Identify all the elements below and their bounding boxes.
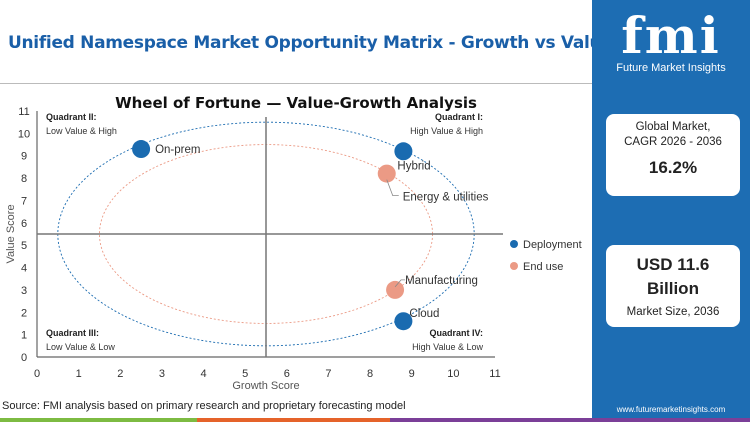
quadrant-subtitle: High Value & Low [412, 342, 483, 352]
y-tick-label: 4 [21, 263, 27, 275]
point-label: Hybrid [397, 160, 430, 172]
data-point [386, 280, 405, 299]
quadrant-subtitle: Low Value & High [46, 126, 117, 136]
bar-segment-green [0, 418, 197, 422]
leader-line [386, 179, 399, 197]
bar-segment-orange [197, 418, 390, 422]
cagr-card: Global Market, CAGR 2026 - 2036 16.2% [606, 114, 740, 196]
x-tick-label: 2 [117, 368, 123, 380]
quadrant-subtitle: Low Value & Low [46, 342, 115, 352]
divider [0, 83, 592, 84]
cagr-label: Global Market, [635, 121, 711, 133]
point-label: On-prem [155, 144, 200, 156]
x-tick-label: 10 [447, 368, 459, 380]
point-label: Cloud [409, 308, 439, 320]
data-point [377, 164, 396, 183]
cagr-value: 16.2% [648, 158, 698, 177]
y-tick-label: 8 [21, 173, 27, 185]
y-axis-label: Value Score [5, 204, 17, 263]
quadrant-title: Quadrant III: [46, 328, 99, 338]
source-note: Source: FMI analysis based on primary re… [2, 400, 406, 412]
bottom-color-bar [0, 418, 750, 422]
page-title: Unified Namespace Market Opportunity Mat… [8, 33, 613, 53]
x-tick-label: 8 [367, 368, 373, 380]
y-tick-label: 11 [18, 106, 29, 118]
market-size-card: USD 11.6 Billion Market Size, 2036 [606, 245, 740, 327]
brand-name: Future Market Insights [616, 62, 726, 74]
data-point [394, 142, 413, 161]
quadrant-title: Quadrant II: [46, 112, 97, 122]
legend-label: Deployment [523, 239, 582, 251]
x-tick-label: 7 [325, 368, 331, 380]
bar-segment-purple [390, 418, 750, 422]
x-tick-label: 3 [159, 368, 165, 380]
y-tick-label: 9 [21, 151, 27, 163]
quadrant-title: Quadrant IV: [429, 328, 483, 338]
website-link[interactable]: www.futuremarketinsights.com [616, 405, 726, 414]
data-point [132, 140, 151, 159]
side-panel: fmi Future Market Insights Global Market… [592, 0, 750, 418]
leader-line [394, 279, 406, 288]
quadrant-title: Quadrant I: [435, 112, 483, 122]
legend-label: End use [523, 261, 563, 273]
market-size-label: Market Size, 2036 [626, 306, 720, 318]
scatter-chart: Wheel of Fortune — Value-Growth Analysis… [5, 94, 582, 392]
chart-title: Wheel of Fortune — Value-Growth Analysis [115, 94, 477, 112]
y-tick-label: 10 [18, 128, 30, 140]
y-tick-label: 5 [21, 240, 27, 252]
x-tick-label: 9 [409, 368, 415, 380]
y-tick-label: 6 [21, 218, 27, 230]
x-tick-label: 11 [489, 368, 500, 380]
legend-marker [510, 240, 518, 248]
fmi-logo: fmi Future Market Insights [592, 8, 750, 75]
point-label: Manufacturing [405, 275, 478, 287]
market-size-value: USD 11.6 [636, 255, 710, 274]
x-tick-label: 0 [34, 368, 40, 380]
y-tick-label: 7 [21, 195, 27, 207]
y-tick-label: 2 [21, 307, 27, 319]
y-tick-label: 1 [21, 330, 27, 342]
x-tick-label: 5 [242, 368, 248, 380]
x-axis-label: Growth Score [232, 380, 299, 392]
x-tick-label: 6 [284, 368, 290, 380]
y-tick-label: 3 [21, 285, 27, 297]
cagr-period: CAGR 2026 - 2036 [624, 136, 722, 148]
x-tick-label: 1 [76, 368, 82, 380]
data-point [394, 312, 413, 331]
legend-marker [510, 262, 518, 270]
quadrant-subtitle: High Value & High [410, 126, 483, 136]
market-size-unit: Billion [647, 279, 699, 298]
x-tick-label: 4 [200, 368, 206, 380]
point-label: Energy & utilities [403, 192, 489, 204]
y-tick-label: 0 [21, 352, 27, 364]
